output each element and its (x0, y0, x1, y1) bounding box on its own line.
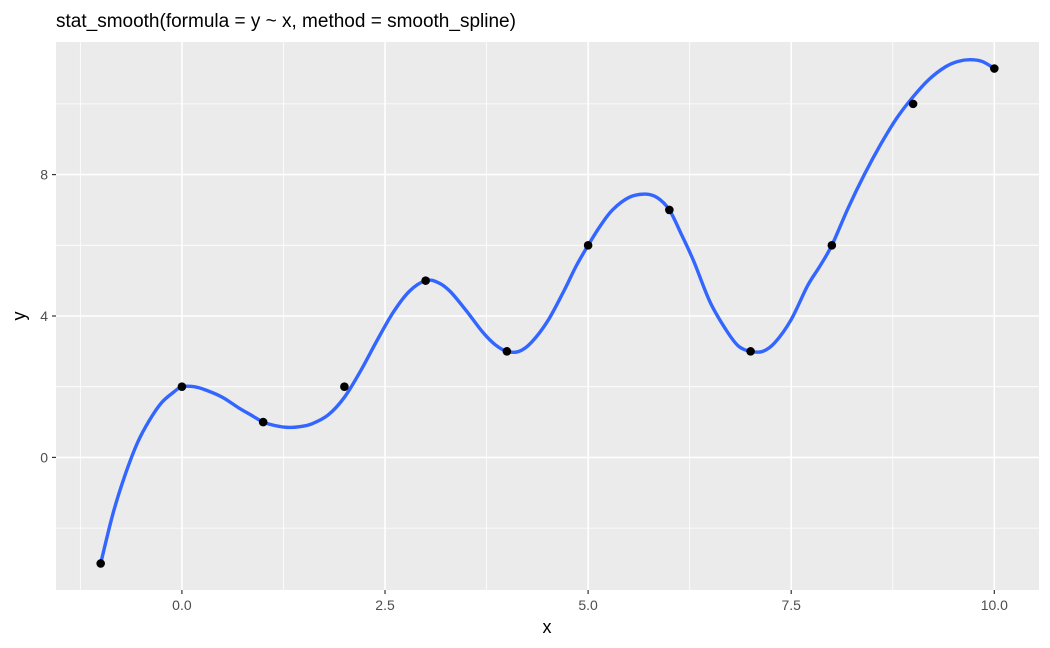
y-tick-label: 4 (40, 308, 48, 324)
x-tick-label: 10.0 (981, 597, 1008, 613)
data-point (746, 347, 755, 356)
data-point (990, 64, 999, 73)
data-point (96, 559, 105, 568)
data-point (502, 347, 512, 356)
points-layer (96, 64, 999, 568)
data-point (665, 205, 674, 215)
data-point (340, 382, 349, 392)
y-axis: 0 4 8 (40, 167, 56, 465)
data-point (908, 99, 918, 109)
x-tick-label: 5.0 (578, 597, 598, 613)
data-point (258, 417, 268, 427)
data-point (421, 276, 430, 285)
chart-title: stat_smooth(formula = y ~ x, method = sm… (56, 11, 516, 32)
x-tick-label: 0.0 (172, 597, 192, 613)
data-point (177, 382, 187, 392)
y-tick-label: 8 (40, 167, 48, 183)
x-tick-label: 7.5 (781, 597, 801, 613)
x-tick-label: 2.5 (375, 597, 395, 613)
x-axis-title: x (543, 617, 552, 637)
y-axis-title: y (9, 312, 29, 321)
x-axis: 0.0 2.5 5.0 7.5 10.0 (172, 590, 1008, 613)
y-tick-label: 0 (40, 449, 48, 465)
major-gridlines (56, 42, 1039, 590)
data-point (583, 240, 593, 250)
data-point (827, 240, 837, 250)
